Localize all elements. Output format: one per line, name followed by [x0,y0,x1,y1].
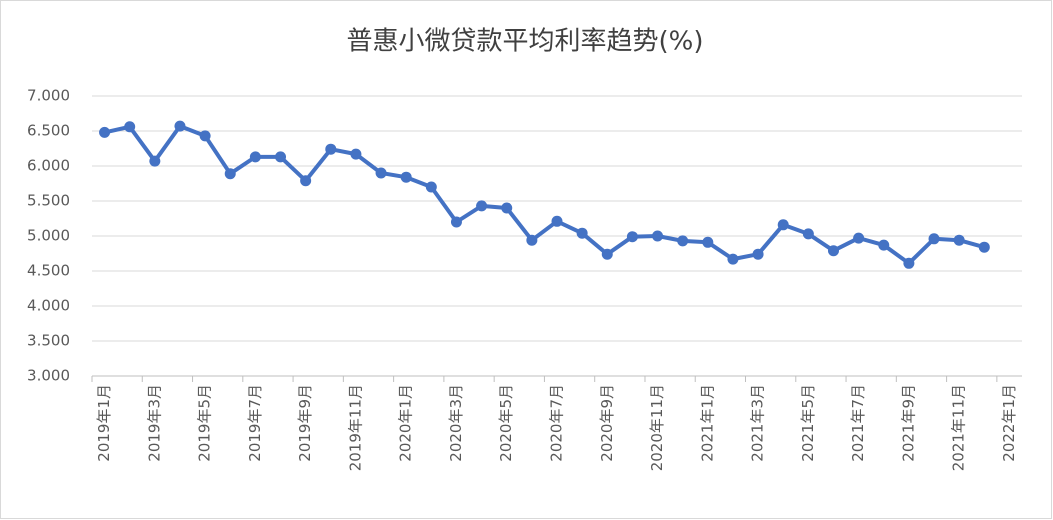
x-tick-label: 2021年5月 [799,384,817,462]
point [601,248,613,260]
chart-title: 普惠小微贷款平均利率趋势(%) [347,27,704,57]
point [802,228,814,240]
x-tick-label: 2021年1月 [698,384,716,462]
x-tick-label: 2020年9月 [598,384,616,462]
x-tick-label: 2021年7月 [849,384,867,462]
point [626,231,638,243]
x-tick-label: 2019年1月 [95,384,113,462]
x-tick-label: 2021年9月 [899,384,917,462]
point [727,253,739,265]
x-tick-label: 2021年3月 [749,384,767,462]
x-tick-label: 2020年7月 [548,384,566,462]
x-tick-label: 2019年11月 [346,384,364,471]
y-tick-label: 6.000 [27,157,70,175]
point [677,235,689,247]
x-tick-label: 2020年3月 [447,384,465,462]
x-tick-label: 2020年5月 [497,384,515,462]
point [827,245,839,257]
point [400,171,412,183]
y-tick-label: 3.000 [27,367,70,385]
y-tick-label: 4.000 [27,297,70,315]
x-tick-label: 2019年3月 [145,384,163,462]
point [853,232,865,244]
point [702,236,714,248]
point [275,151,287,163]
point [878,239,890,251]
y-tick-label: 6.500 [27,122,70,140]
y-tick-label: 3.500 [27,332,70,350]
point [124,121,136,133]
point [249,151,261,163]
point [551,215,563,227]
point [903,257,915,269]
point [325,143,337,155]
y-tick-label: 7.000 [27,87,70,105]
point [953,234,965,246]
x-tick-label: 2019年5月 [196,384,214,462]
point [375,167,387,179]
y-tick-label: 4.500 [27,262,70,280]
x-tick-label: 2022年1月 [1000,384,1018,462]
point [425,181,437,193]
x-tick-label: 2020年11月 [648,384,666,471]
point [450,216,462,228]
point [350,148,362,160]
x-tick-label: 2019年9月 [296,384,314,462]
point [199,130,211,142]
point [476,200,488,212]
point [752,248,764,260]
point [99,126,111,138]
point [978,241,990,253]
point [652,230,664,242]
y-tick-label: 5.000 [27,227,70,245]
x-tick-label: 2020年1月 [397,384,415,462]
point [526,234,538,246]
point [928,233,940,245]
point [174,120,186,132]
x-tick-label: 2021年11月 [950,384,968,471]
point [149,155,161,167]
point [576,227,588,239]
point [224,168,236,180]
point [300,175,312,187]
point [777,219,789,231]
x-tick-label: 2019年7月 [246,384,264,462]
point [501,202,513,214]
y-tick-label: 5.500 [27,192,70,210]
